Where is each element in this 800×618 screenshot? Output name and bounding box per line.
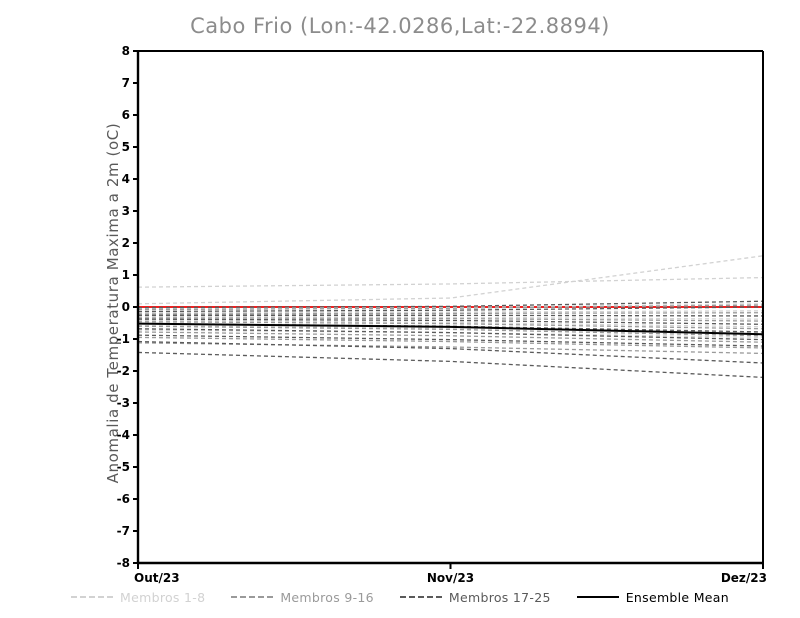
y-tick-label: -2 xyxy=(116,364,130,378)
series-line xyxy=(137,306,764,313)
legend-label: Membros 1-8 xyxy=(120,589,206,605)
legend-entry[interactable]: Membros 17-25 xyxy=(399,589,551,605)
legend-label: Ensemble Mean xyxy=(625,589,729,605)
series-line xyxy=(137,300,764,309)
series-line xyxy=(137,328,764,341)
y-tick-label: -1 xyxy=(116,332,130,346)
series-line xyxy=(137,329,764,339)
legend-entry[interactable]: Ensemble Mean xyxy=(576,589,729,605)
series-line xyxy=(137,317,764,322)
y-tick-label: 0 xyxy=(121,300,130,314)
series-line xyxy=(137,334,764,347)
x-tick-label: Out/23 xyxy=(134,571,180,585)
x-tick-label: Dez/23 xyxy=(720,571,767,585)
series-line xyxy=(137,322,764,333)
series-line xyxy=(137,315,764,320)
y-tick-label: 4 xyxy=(121,172,130,186)
series-line xyxy=(137,303,764,310)
legend-line-swatch xyxy=(576,596,619,598)
series-line xyxy=(138,314,764,317)
y-tick-label: 8 xyxy=(121,44,130,58)
series-line xyxy=(137,310,764,314)
series-line xyxy=(137,336,764,349)
legend-label: Membros 17-25 xyxy=(448,589,551,605)
y-tick-label: -8 xyxy=(116,556,130,570)
series-line xyxy=(137,342,764,355)
y-tick-label: -7 xyxy=(116,524,130,538)
legend-line-swatch xyxy=(231,596,274,598)
legend-label: Membros 9-16 xyxy=(280,589,374,605)
chart-title: Cabo Frio (Lon:-42.0286,Lat:-22.8894) xyxy=(190,14,610,38)
x-tick-label: Nov/23 xyxy=(426,571,475,585)
series-line xyxy=(137,322,764,336)
series-line xyxy=(137,319,764,328)
series-line xyxy=(137,325,764,337)
legend-entry[interactable]: Membros 9-16 xyxy=(231,590,374,605)
series-line xyxy=(137,318,764,325)
y-tick-label: 3 xyxy=(121,204,130,218)
legend-line-swatch xyxy=(71,596,114,598)
legend-line-swatch xyxy=(399,596,442,598)
y-tick-label: -6 xyxy=(116,492,130,506)
series-line xyxy=(137,321,764,330)
series-line xyxy=(137,304,764,311)
y-tick-label: 1 xyxy=(121,268,130,282)
series-line xyxy=(137,276,764,288)
series-line xyxy=(137,340,764,364)
series-line xyxy=(137,255,764,305)
series-line xyxy=(137,312,764,315)
y-tick-label: -4 xyxy=(116,428,130,442)
y-tick-label: 2 xyxy=(121,236,130,250)
legend-entry[interactable]: Membros 1-8 xyxy=(71,590,205,605)
series-line xyxy=(137,351,764,379)
chart-legend: Membros 1-8 Membros 9-16 Membros 17-25 Ense… xyxy=(0,586,800,608)
y-tick-label: 5 xyxy=(121,140,130,154)
y-tick-label: -3 xyxy=(116,396,130,410)
y-tick-label: -5 xyxy=(116,460,130,474)
y-tick-label: 6 xyxy=(121,108,130,122)
y-tick-label: 7 xyxy=(121,76,130,90)
series-line xyxy=(137,331,764,343)
